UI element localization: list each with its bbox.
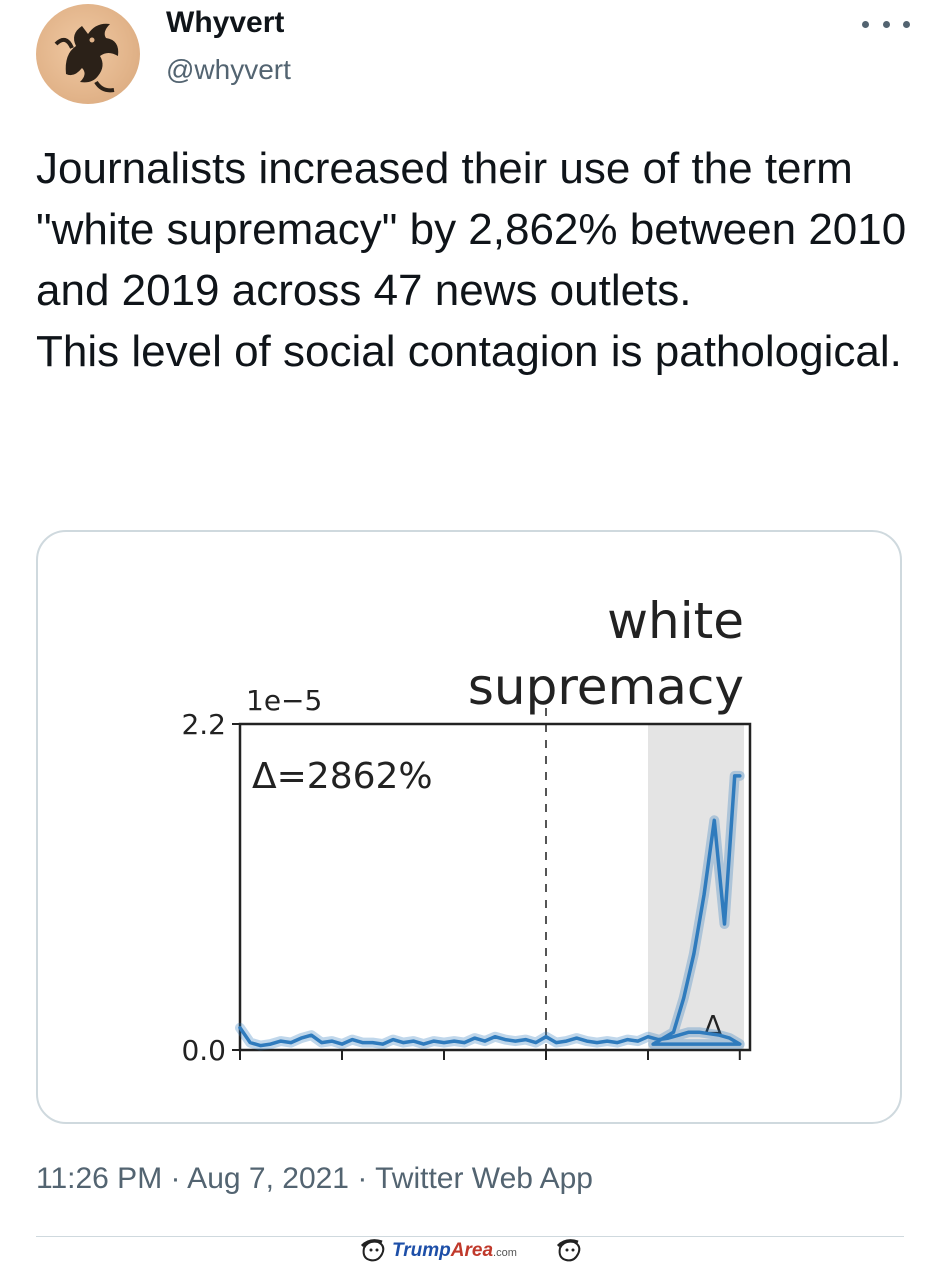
- dot: [862, 20, 869, 28]
- chart-title-line-2: supremacy: [468, 658, 744, 716]
- data-point: [682, 996, 685, 1000]
- tweet-media-chart[interactable]: 2.2 0.0 1e−5 white supremacy Δ=2862% Δ: [36, 530, 902, 1124]
- data-point: [718, 1033, 721, 1037]
- data-point: [249, 1041, 252, 1044]
- data-point: [723, 922, 726, 926]
- data-point: [662, 1036, 665, 1040]
- axis-offset-label: 1e−5: [246, 684, 322, 717]
- data-point: [453, 1039, 456, 1043]
- face-icon: [556, 1239, 581, 1262]
- data-point: [651, 1042, 655, 1046]
- data-point: [636, 1039, 639, 1043]
- data-point: [381, 1042, 384, 1046]
- data-point: [391, 1038, 395, 1041]
- dot: [882, 20, 890, 28]
- watermark-part2: Area: [450, 1240, 494, 1261]
- data-point: [524, 1038, 527, 1041]
- data-point: [733, 774, 736, 778]
- data-point: [692, 952, 696, 955]
- chart-title-line-1: white: [607, 592, 744, 650]
- data-point: [473, 1036, 476, 1040]
- data-point: [626, 1038, 629, 1041]
- data-point: [300, 1036, 303, 1040]
- data-point: [514, 1039, 517, 1043]
- data-point: [657, 1038, 660, 1041]
- data-point: [575, 1036, 578, 1040]
- data-point: [728, 1036, 731, 1040]
- data-point: [432, 1039, 435, 1043]
- dot: [903, 20, 910, 28]
- data-point: [238, 1026, 242, 1029]
- data-point: [565, 1039, 568, 1043]
- data-point: [259, 1044, 262, 1047]
- data-point: [412, 1039, 415, 1043]
- data-point: [595, 1041, 599, 1044]
- data-point: [672, 1031, 675, 1034]
- data-point: [340, 1042, 344, 1046]
- data-point: [555, 1041, 558, 1044]
- plot-frame: [238, 722, 752, 1052]
- data-point: [269, 1042, 272, 1046]
- y-tick-label: 0.0: [181, 1034, 226, 1067]
- tweet-timestamp[interactable]: 11:26 PM · Aug 7, 2021 · Twitter Web App: [36, 1162, 593, 1195]
- watermark: TrumpArea.com: [358, 1238, 588, 1264]
- watermark-part1: Trump: [392, 1240, 451, 1261]
- data-point: [697, 1031, 701, 1034]
- data-point: [361, 1041, 364, 1044]
- data-point: [702, 893, 706, 896]
- data-point: [289, 1041, 293, 1044]
- data-point: [738, 774, 741, 778]
- data-point: [504, 1038, 507, 1041]
- data-point: [330, 1039, 333, 1043]
- data-point: [402, 1041, 405, 1044]
- data-point: [279, 1039, 282, 1043]
- data-point: [585, 1039, 588, 1043]
- delta-annotation: Δ=2862%: [252, 756, 433, 797]
- data-point: [713, 819, 716, 822]
- data-point: [463, 1041, 466, 1044]
- tweet-text: Journalists increased their use of the t…: [36, 138, 916, 382]
- data-point: [646, 1035, 650, 1038]
- data-point: [667, 1036, 670, 1040]
- data-point: [493, 1035, 497, 1038]
- watermark-text: TrumpArea.com: [392, 1240, 517, 1262]
- data-point: [320, 1041, 323, 1044]
- data-point: [371, 1041, 374, 1044]
- data-point: [544, 1035, 548, 1038]
- more-horizontal-icon[interactable]: [862, 8, 910, 40]
- data-point: [687, 1031, 690, 1034]
- dragon-avatar-icon[interactable]: [36, 4, 140, 104]
- data-point: [310, 1033, 313, 1037]
- divider: [36, 1236, 904, 1237]
- tweet-text-line: Journalists increased their use of the t…: [36, 144, 907, 315]
- display-name[interactable]: Whyvert: [166, 6, 285, 39]
- data-point: [616, 1041, 619, 1044]
- data-point: [534, 1041, 537, 1044]
- data-point: [422, 1042, 425, 1046]
- data-point: [351, 1038, 354, 1041]
- y-tick-label: 2.2: [181, 708, 226, 741]
- tweet-text-line: This level of social contagion is pathol…: [36, 327, 902, 376]
- face-icon: [360, 1239, 385, 1262]
- user-handle[interactable]: @whyvert: [166, 54, 291, 85]
- data-point: [677, 1033, 680, 1037]
- data-point: [738, 1042, 741, 1046]
- data-point: [606, 1039, 609, 1043]
- data-point: [442, 1041, 446, 1044]
- data-point: [483, 1039, 486, 1043]
- watermark-suffix: .com: [493, 1247, 517, 1259]
- data-point: [708, 1032, 711, 1035]
- series-line: [238, 774, 742, 1048]
